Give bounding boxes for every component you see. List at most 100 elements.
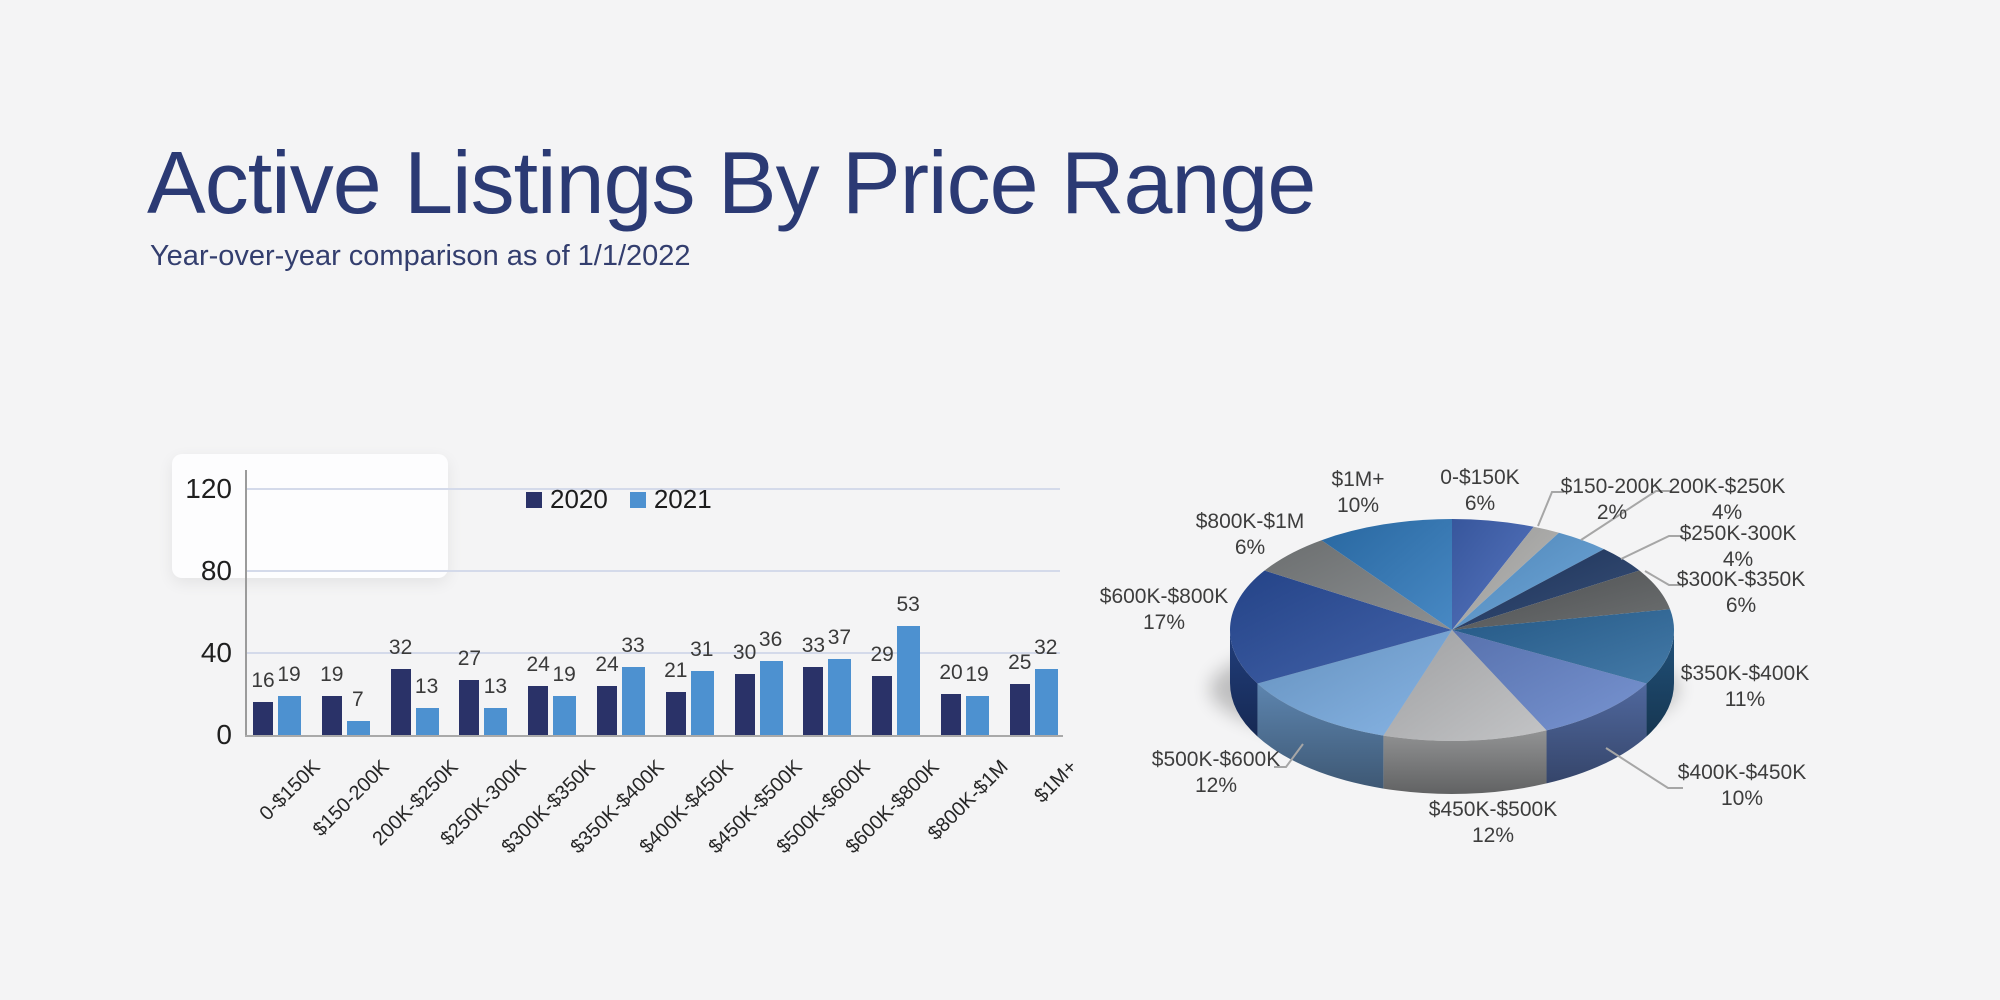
pie-label-name: $350K-$400K — [1680, 662, 1810, 685]
bar-value-label: 29 — [870, 642, 894, 666]
pie-leader-line-4 — [1644, 570, 1681, 586]
pie-label-percent: 17% — [1142, 611, 1186, 634]
x-axis-line — [245, 735, 1063, 737]
pie-label-4: $300K-$350K 6% — [1677, 567, 1805, 619]
y-tick-label: 40 — [200, 637, 232, 668]
pie-label-8: $500K-$600K 12% — [1152, 747, 1280, 799]
bar-2020-9 — [872, 675, 893, 735]
y-tick-label: 80 — [200, 555, 232, 586]
pie-label-name: $300K-$350K — [1676, 568, 1806, 591]
pie-label-percent: 10% — [1720, 787, 1764, 810]
pie-slice-$400K-$450K — [1452, 630, 1647, 731]
bar-value-label: 25 — [1008, 650, 1032, 674]
pie-slice-$150-200K — [1452, 526, 1559, 630]
page-subtitle: Year-over-year comparison as of 1/1/2022 — [150, 240, 691, 272]
bar-value-label: 19 — [277, 663, 301, 687]
bar-2020-4 — [528, 685, 549, 735]
bar-2021-0 — [278, 696, 301, 735]
bar-value-label: 33 — [801, 634, 826, 658]
gridline-40 — [245, 652, 1060, 654]
bar-value-label: 21 — [664, 658, 688, 682]
bar-2020-5 — [597, 685, 617, 735]
pie-slice-$600K-$800K — [1230, 570, 1452, 684]
bar-2021-1 — [346, 720, 370, 735]
pie-label-2: 200K-$250K 4% — [1669, 474, 1786, 526]
pie-label-percent: 6% — [1725, 594, 1757, 617]
bar-2021-11 — [1034, 669, 1058, 735]
pie-label-percent: 12% — [1194, 774, 1238, 797]
gridline-120 — [245, 488, 1060, 490]
pie-leader-line-8 — [1274, 743, 1304, 768]
pie-rim-6 — [1546, 683, 1647, 784]
pie-chart-svg — [1210, 490, 1683, 794]
page-title: Active Listings By Price Range — [147, 133, 1316, 232]
pie-rim-7 — [1383, 730, 1547, 794]
pie-label-1: $150-200K 2% — [1561, 474, 1664, 526]
bar-value-label: 33 — [621, 634, 645, 658]
pie-label-9: $600K-$800K 17% — [1100, 584, 1228, 636]
y-axis-line — [245, 470, 247, 735]
legend-label-2021: 2021 — [653, 484, 712, 514]
pie-label-percent: 10% — [1336, 494, 1380, 517]
bar-value-label: 7 — [351, 687, 364, 711]
pie-label-7: $450K-$500K 12% — [1429, 797, 1557, 849]
pie-label-11: $1M+ 10% — [1331, 467, 1384, 519]
bar-value-label: 19 — [552, 663, 576, 687]
pie-leader-line-1 — [1537, 491, 1564, 527]
bar-value-label: 36 — [758, 628, 783, 652]
bar-2021-8 — [828, 659, 852, 735]
pie-label-name: $450K-$500K — [1428, 798, 1558, 821]
pie-label-name: $400K-$450K — [1677, 761, 1807, 784]
bar-value-label: 27 — [457, 646, 482, 670]
bar-legend: 2020 2021 — [526, 484, 712, 515]
bar-value-label: 13 — [414, 675, 439, 699]
pie-label-name: $150-200K — [1560, 475, 1664, 498]
bar-value-label: 37 — [827, 626, 852, 650]
pie-slice-$800K-$1M — [1264, 540, 1452, 630]
legend-label-2020: 2020 — [550, 484, 608, 514]
pie-label-name: 200K-$250K — [1668, 475, 1786, 498]
bar-value-label: 53 — [896, 593, 920, 617]
pie-slice-$450K-$500K — [1383, 630, 1547, 741]
bar-value-label: 32 — [388, 636, 413, 660]
pie-label-percent: 6% — [1464, 492, 1496, 515]
pie-label-percent: 11% — [1724, 688, 1766, 711]
bar-value-label: 24 — [595, 652, 619, 676]
pie-label-0: 0-$150K 6% — [1440, 465, 1519, 517]
pie-slice-$300K-$350K — [1452, 570, 1671, 630]
pie-slice-200K-$250K — [1452, 532, 1604, 630]
bar-2021-6 — [690, 671, 714, 735]
bar-2020-0 — [253, 702, 273, 735]
bar-2021-9 — [897, 626, 921, 735]
bar-value-label: 19 — [320, 663, 344, 687]
pie-rim-9 — [1230, 630, 1258, 737]
bar-2021-2 — [415, 708, 439, 735]
x-tick-label: 0-$150K — [255, 756, 325, 826]
background-card — [172, 454, 448, 578]
pie-slice-$500K-$600K — [1257, 630, 1452, 736]
bar-2021-7 — [759, 661, 783, 735]
pie-slice-0-$150K — [1452, 519, 1534, 630]
bar-2021-4 — [553, 696, 577, 735]
bar-2020-10 — [941, 694, 961, 735]
bar-2021-10 — [966, 696, 989, 735]
gridline-80 — [245, 570, 1060, 572]
pie-label-name: $800K-$1M — [1195, 510, 1305, 533]
bar-2021-3 — [484, 708, 508, 735]
pie-label-6: $400K-$450K 10% — [1678, 760, 1806, 812]
bar-2020-2 — [390, 669, 411, 735]
pie-label-5: $350K-$400K 11% — [1681, 661, 1809, 713]
bar-value-label: 19 — [965, 663, 989, 687]
bar-2020-7 — [734, 673, 755, 735]
bar-value-label: 16 — [251, 669, 275, 693]
bar-value-label: 31 — [690, 638, 714, 662]
pie-slice-$1M+ — [1321, 519, 1452, 630]
pie-label-percent: 2% — [1596, 501, 1628, 524]
bar-2021-5 — [622, 667, 645, 735]
bar-value-label: 32 — [1034, 636, 1058, 660]
legend-item-2020: 2020 — [526, 484, 608, 515]
pie-label-percent: 4% — [1722, 548, 1754, 571]
bar-2020-1 — [321, 696, 342, 735]
y-tick-label: 0 — [216, 719, 232, 750]
pie-slice-$350K-$400K — [1452, 609, 1674, 684]
